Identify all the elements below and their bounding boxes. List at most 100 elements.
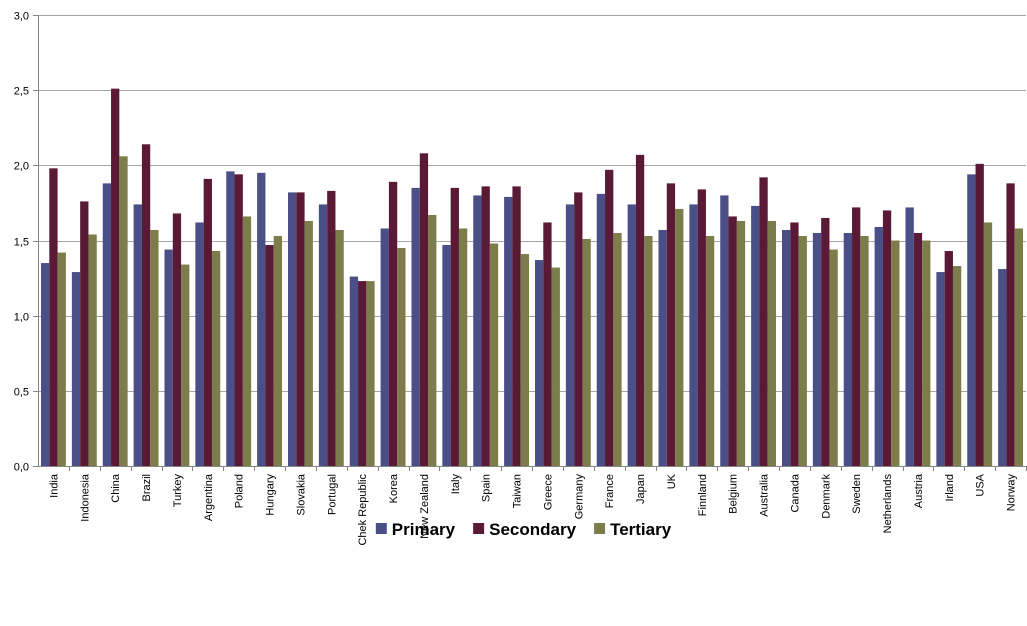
bar-secondary: [296, 192, 305, 466]
x-category-label: Denmark: [820, 474, 832, 519]
bar-secondary: [666, 183, 676, 466]
bar-primary: [905, 207, 914, 466]
bar-secondary: [635, 154, 645, 466]
bar-tertiary: [88, 234, 97, 466]
bar-secondary: [203, 178, 212, 467]
legend-swatch-primary: [375, 523, 387, 534]
bar-tertiary: [119, 156, 128, 466]
bar-primary: [504, 196, 513, 466]
bar-secondary: [80, 201, 89, 466]
y-tick-label: 1,0: [14, 312, 29, 324]
axes: [33, 15, 1027, 471]
bar-tertiary: [983, 222, 993, 466]
bar-secondary: [512, 186, 521, 466]
bars: [40, 88, 1024, 467]
x-category-label: Canada: [789, 473, 801, 512]
x-category-label: Spain: [481, 474, 493, 502]
bar-tertiary: [304, 220, 313, 466]
bar-primary: [380, 228, 389, 466]
bar-primary: [71, 272, 81, 466]
bar-secondary: [728, 216, 737, 466]
x-category-label: France: [604, 474, 616, 508]
legend-swatch-tertiary: [594, 523, 606, 534]
bar-tertiary: [181, 264, 190, 466]
bar-primary: [751, 205, 760, 467]
x-category-label: Slovakia: [295, 473, 307, 515]
bar-primary: [195, 222, 204, 466]
bar-secondary: [327, 190, 336, 466]
bar-tertiary: [613, 232, 622, 466]
bar-tertiary: [952, 266, 962, 466]
bar-tertiary: [150, 229, 159, 466]
bar-secondary: [790, 222, 799, 466]
bar-secondary: [543, 222, 552, 466]
y-tick-label: 3,0: [14, 11, 29, 23]
bar-secondary: [759, 177, 768, 467]
x-category-label: India: [48, 473, 60, 498]
bar-tertiary: [273, 235, 283, 466]
bar-primary: [967, 174, 976, 466]
bar-primary: [720, 195, 729, 466]
x-category-label: Sweden: [851, 474, 863, 514]
bar-secondary: [944, 251, 953, 466]
bar-secondary: [172, 213, 182, 466]
bar-primary: [627, 204, 636, 467]
bar-secondary: [574, 192, 583, 466]
bar-secondary: [1006, 183, 1015, 466]
bar-tertiary: [860, 235, 869, 466]
bar-tertiary: [767, 220, 777, 466]
bar-primary: [442, 245, 451, 466]
y-tick-label: 2,0: [14, 161, 29, 173]
x-category-label: UK: [666, 473, 678, 489]
bar-primary: [874, 226, 883, 466]
bar-primary: [812, 232, 822, 466]
bar-tertiary: [211, 251, 221, 466]
legend-label-primary: Primary: [392, 520, 456, 539]
bar-primary: [658, 229, 667, 466]
x-category-label: Norway: [1006, 474, 1018, 512]
bar-tertiary: [675, 208, 684, 466]
bar-secondary: [975, 163, 984, 466]
bar-tertiary: [736, 220, 746, 466]
bar-tertiary: [489, 243, 499, 466]
bar-tertiary: [582, 239, 591, 466]
x-category-label: Turkey: [172, 474, 184, 508]
x-axis-category-labels: India Indonesia China Brazil Turkey Argentina…: [48, 473, 1017, 545]
bar-tertiary: [520, 254, 530, 466]
x-category-label: Belgium: [728, 474, 740, 514]
bar-tertiary: [891, 240, 900, 466]
x-category-label: Chek Republic: [357, 474, 369, 546]
x-category-label: Portugal: [326, 474, 338, 515]
x-category-label: Japan: [635, 474, 647, 504]
bar-primary: [689, 204, 698, 467]
bar-secondary: [111, 88, 120, 466]
x-category-label: Hungary: [265, 474, 277, 516]
bar-secondary: [481, 186, 490, 466]
x-category-label: Austria: [913, 473, 925, 508]
x-category-label: Netherlands: [882, 474, 894, 534]
bar-secondary: [419, 153, 429, 466]
bar-primary: [226, 171, 235, 466]
x-category-label: Poland: [234, 474, 246, 508]
bar-tertiary: [644, 235, 653, 466]
x-category-label: Irland: [944, 474, 956, 502]
bar-primary: [534, 260, 544, 466]
y-axis-tick-labels: 0,0 0,5 1,0 1,5 2,0 2,5 3,0: [14, 11, 29, 474]
y-tick-label: 2,5: [14, 86, 29, 98]
bar-tertiary: [335, 229, 344, 466]
x-category-label: Korea: [388, 473, 400, 503]
x-category-label: Taiwan: [512, 474, 524, 508]
y-tick-label: 0,5: [14, 387, 29, 399]
bar-secondary: [852, 207, 861, 466]
x-category-label: New Zealand: [419, 474, 431, 539]
bar-secondary: [141, 144, 151, 467]
legend-label-secondary: Secondary: [489, 520, 576, 539]
bar-secondary: [697, 189, 706, 466]
bar-tertiary: [551, 267, 560, 466]
legend: Primary Secondary Tertiary: [375, 520, 672, 539]
legend-swatch-secondary: [473, 523, 485, 534]
bar-primary: [164, 249, 173, 466]
legend-label-tertiary: Tertiary: [610, 520, 672, 539]
bar-secondary: [913, 232, 923, 466]
bar-tertiary: [705, 235, 715, 466]
